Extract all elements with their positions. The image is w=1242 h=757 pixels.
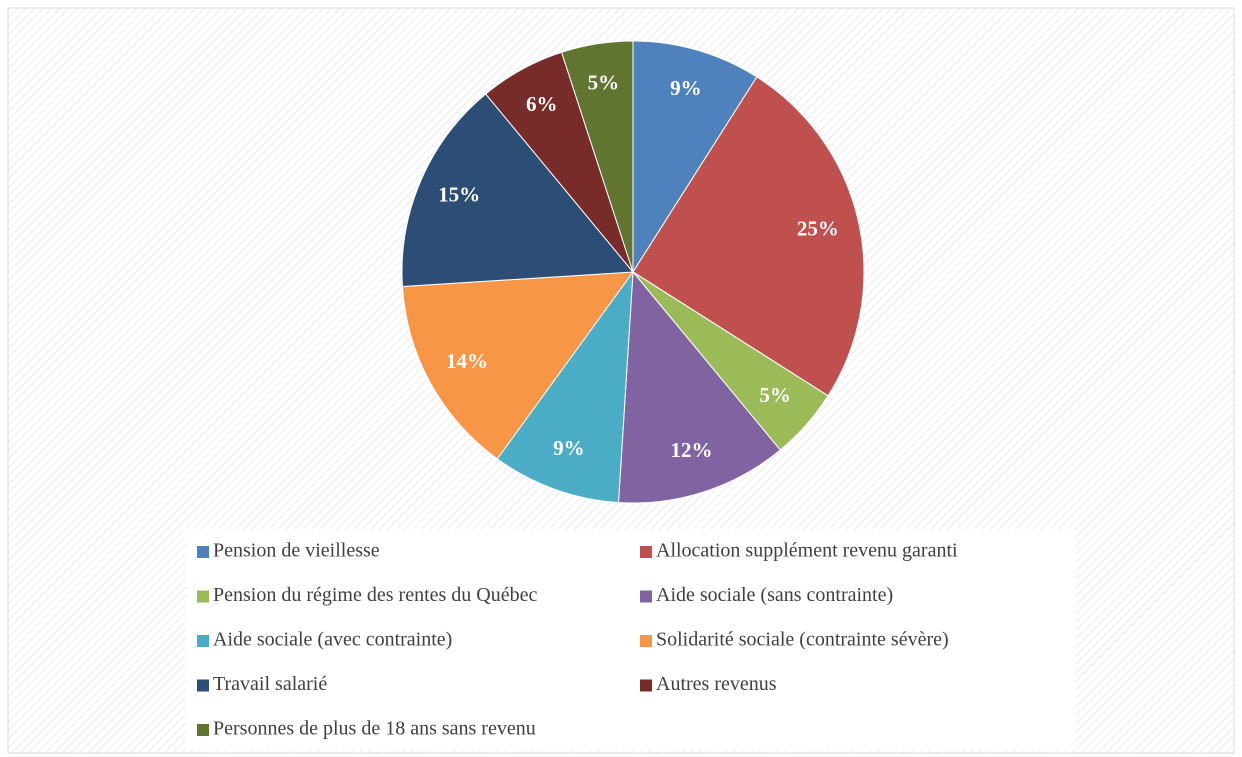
pie-slice: [401, 271, 635, 460]
data-label: 9%: [553, 436, 585, 460]
legend-swatch: [197, 590, 209, 603]
pie-slice: [632, 40, 758, 274]
pie-slice: [496, 270, 634, 504]
data-label: 15%: [438, 183, 480, 207]
legend-label: Aide sociale (sans contrainte): [656, 584, 893, 606]
data-label: 9%: [670, 76, 702, 100]
data-label: 5%: [759, 383, 791, 407]
legend-swatch: [197, 724, 209, 736]
legend-label: Pension du régime des rentes du Québec: [213, 584, 537, 606]
legend-swatch: [197, 546, 209, 558]
legend-label: Solidarité sociale (contrainte sévère): [656, 629, 949, 651]
legend-swatch: [640, 635, 652, 647]
legend-swatch: [640, 590, 652, 603]
data-label: 5%: [588, 71, 620, 95]
data-label: 12%: [671, 438, 713, 462]
pie-slice: [401, 93, 635, 288]
pie-slice: [617, 270, 781, 504]
pie-slice: [560, 40, 634, 273]
legend-label: Pension de vieillesse: [213, 540, 380, 562]
legend-swatch: [197, 679, 209, 692]
data-label: 25%: [797, 216, 839, 240]
legend-label: Aide sociale (avec contrainte): [213, 629, 452, 651]
pie-slice: [632, 76, 865, 397]
legend-label: Autres revenus: [656, 673, 777, 695]
legend-swatch: [640, 679, 652, 692]
legend-background: [186, 530, 1076, 750]
legend-label: Travail salarié: [213, 673, 327, 695]
data-label: 14%: [446, 349, 488, 373]
data-label: 6%: [526, 92, 558, 116]
legend-swatch: [197, 635, 209, 647]
legend-label: Allocation supplément revenu garanti: [656, 540, 958, 562]
legend-label: Personnes de plus de 18 ans sans revenu: [213, 718, 536, 740]
legend-swatch: [640, 546, 652, 558]
